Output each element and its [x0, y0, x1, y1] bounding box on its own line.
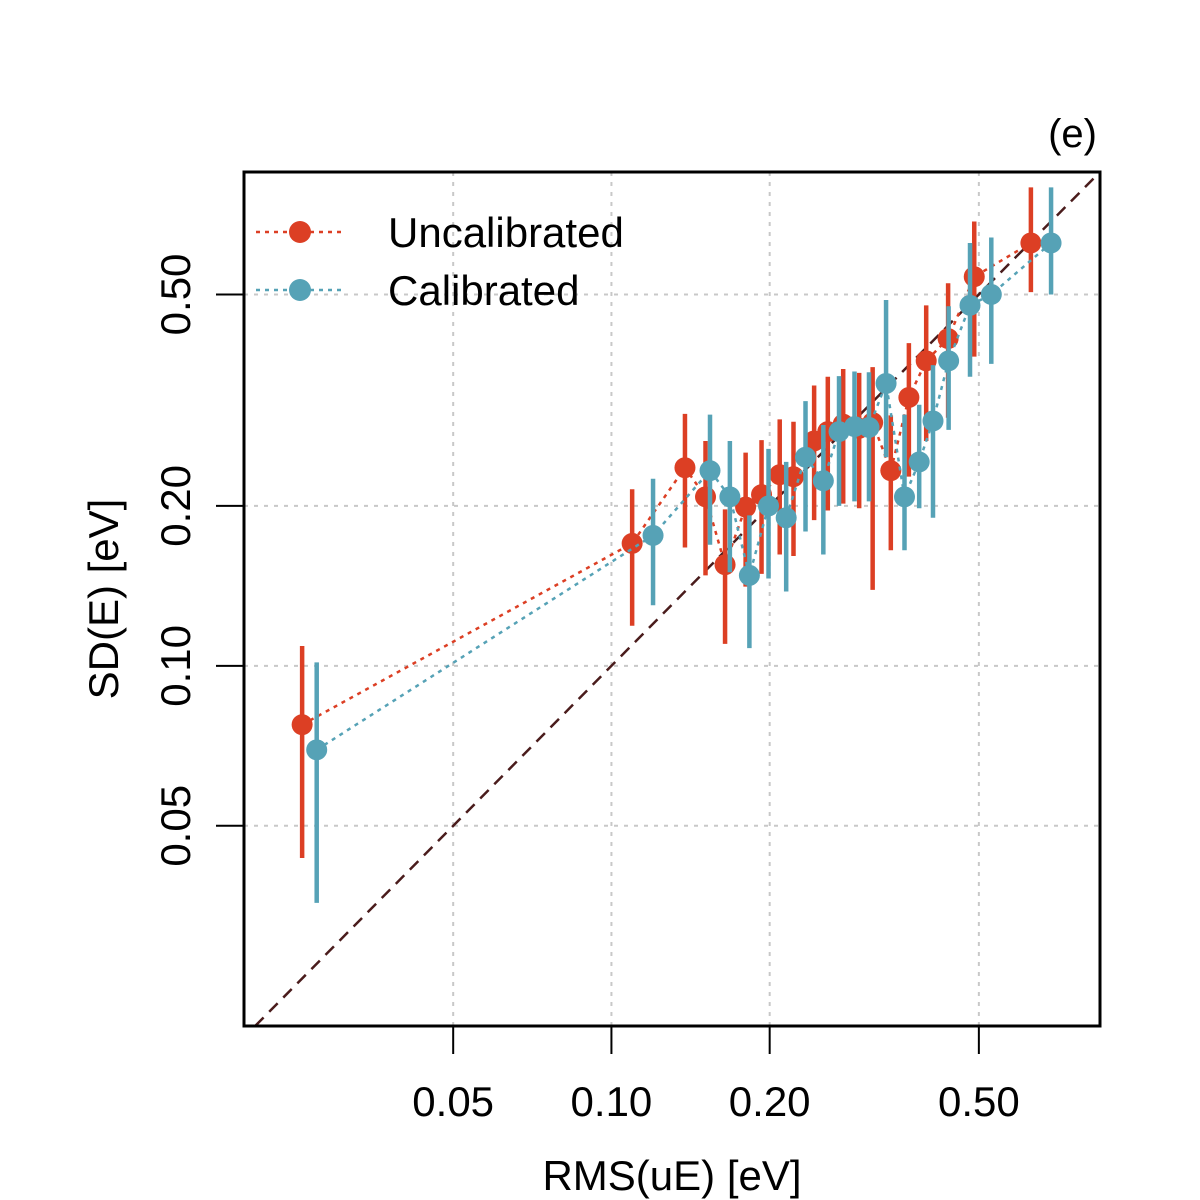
y-tick-label-2: 0.20 — [152, 465, 199, 547]
panel-label: (e) — [1048, 112, 1097, 156]
legend-marker-uncalibrated — [289, 221, 311, 243]
point-uncalibrated-18 — [963, 266, 985, 288]
legend-marker-calibrated — [289, 279, 311, 301]
point-calibrated-17 — [959, 294, 981, 316]
legend-label-uncalibrated: Uncalibrated — [388, 209, 624, 256]
point-calibrated-7 — [795, 446, 817, 468]
point-calibrated-0 — [306, 739, 328, 761]
point-uncalibrated-2 — [674, 457, 696, 479]
series-layer — [291, 187, 1062, 903]
point-uncalibrated-15 — [898, 386, 920, 408]
grid — [244, 172, 1100, 1026]
series-calibrated — [306, 187, 1062, 903]
point-uncalibrated-3 — [695, 486, 717, 508]
point-calibrated-15 — [922, 410, 944, 432]
point-calibrated-8 — [812, 470, 834, 492]
x-axis: 0.05 0.10 0.20 0.50 — [412, 1026, 1020, 1125]
plot-frame — [242, 170, 1102, 1028]
point-calibrated-13 — [893, 486, 915, 508]
y-tick-label-1: 0.10 — [152, 625, 199, 707]
x-tick-label-1: 0.10 — [571, 1078, 653, 1125]
point-uncalibrated-4 — [714, 554, 736, 576]
point-calibrated-14 — [908, 451, 930, 473]
point-calibrated-11 — [858, 416, 880, 438]
point-uncalibrated-14 — [880, 460, 902, 482]
point-calibrated-18 — [980, 283, 1002, 305]
point-calibrated-4 — [738, 564, 760, 586]
point-calibrated-5 — [758, 495, 780, 517]
point-uncalibrated-0 — [291, 714, 313, 736]
y-tick-label-0: 0.05 — [152, 785, 199, 867]
point-calibrated-12 — [875, 372, 897, 394]
point-calibrated-6 — [775, 507, 797, 529]
point-calibrated-3 — [719, 486, 741, 508]
y-axis-title: SD(E) [eV] — [80, 499, 127, 700]
x-axis-title: RMS(uE) [eV] — [542, 1152, 801, 1199]
point-uncalibrated-1 — [621, 532, 643, 554]
point-calibrated-19 — [1040, 232, 1062, 254]
point-calibrated-2 — [699, 460, 721, 482]
x-tick-label-3: 0.50 — [938, 1078, 1020, 1125]
legend: Uncalibrated Calibrated — [256, 209, 624, 314]
x-tick-label-2: 0.20 — [729, 1078, 811, 1125]
point-uncalibrated-5 — [735, 496, 757, 518]
point-uncalibrated-19 — [1020, 232, 1042, 254]
y-tick-label-3: 0.50 — [152, 254, 199, 336]
point-calibrated-1 — [642, 524, 664, 546]
legend-label-calibrated: Calibrated — [388, 267, 579, 314]
y-axis: 0.05 0.10 0.20 0.50 — [152, 254, 244, 867]
x-tick-label-0: 0.05 — [412, 1078, 494, 1125]
point-calibrated-16 — [938, 350, 960, 372]
